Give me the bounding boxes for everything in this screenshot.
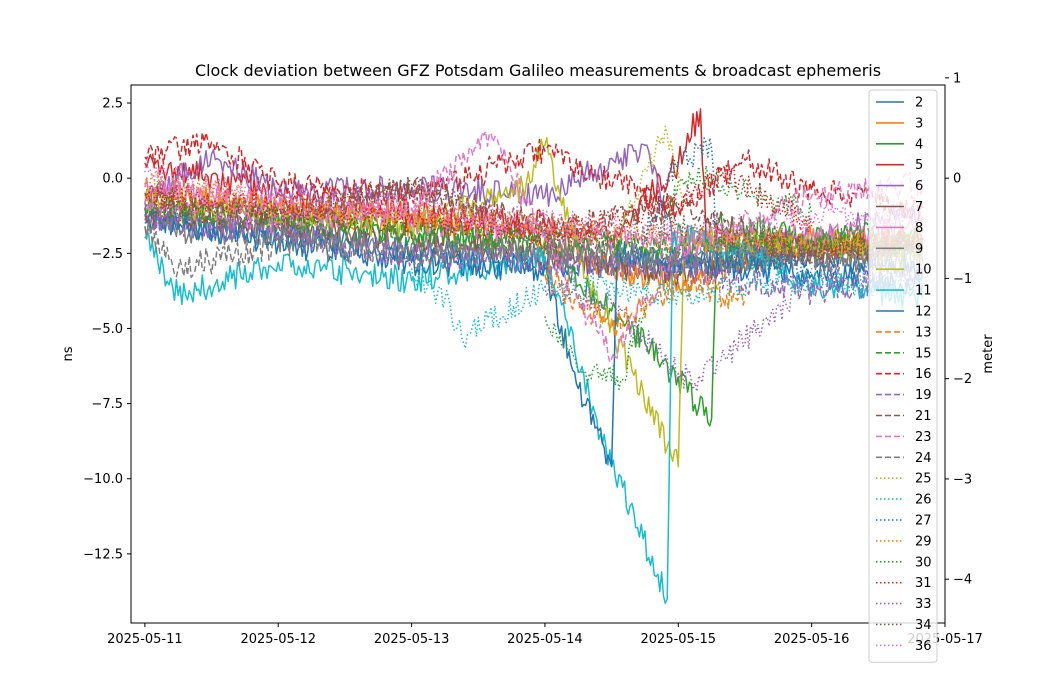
y-tick-label: 0.0 [102,172,123,187]
y-tick-label: −10.0 [83,472,123,487]
legend-label-15: 15 [915,346,932,361]
legend-label-5: 5 [915,158,923,173]
legend-label-31: 31 [915,576,932,591]
series-line-25 [611,125,685,256]
series-line-29 [144,172,924,257]
legend-label-3: 3 [915,116,923,131]
x-axis: 2025-05-11 2025-05-12 2025-05-13 2025-05-14… [107,623,983,647]
legend-label-24: 24 [915,451,932,466]
legend-label-4: 4 [915,137,923,152]
legend-label-27: 27 [915,514,932,529]
legend-label-36: 36 [915,639,932,654]
legend-label-7: 7 [915,200,923,215]
series-layer [144,108,924,605]
series-line-33 [544,260,924,393]
series-line-26 [410,262,924,350]
legend-label-6: 6 [915,179,923,194]
series-line-36 [144,158,924,246]
legend-label-11: 11 [915,284,932,299]
legend-box [868,89,938,663]
y2-tick-label: −1 [953,272,972,287]
x-tick-label: 2025-05-14 [507,632,583,647]
series-line-31 [144,163,813,245]
legend-label-25: 25 [915,472,932,487]
legend-label-13: 13 [915,325,932,340]
legend-label-29: 29 [915,534,932,549]
y2-tick-label: −2 [953,372,972,387]
legend-label-33: 33 [915,597,932,612]
y-axis-label: ns [61,346,76,361]
x-tick-label: 2025-05-11 [107,632,183,647]
y-tick-label: 2.5 [102,97,123,112]
y2-axis-label: meter [981,334,996,374]
legend-label-34: 34 [915,618,932,633]
legend-label-10: 10 [915,263,932,278]
series-line-19 [144,207,924,305]
series-line-16 [144,131,924,222]
y-tick-label: −2.5 [91,247,123,262]
legend: 2345678910111213151619212324252627293031… [868,89,938,663]
legend-label-16: 16 [915,367,932,382]
legend-label-26: 26 [915,493,932,508]
series-line-23 [144,130,924,363]
series-line-10 [144,137,924,468]
y-tick-label: −5.0 [91,322,123,337]
series-line-30 [544,165,813,391]
series-line-15 [144,197,924,264]
legend-label-23: 23 [915,430,932,445]
y-axis-right: 1 0 −1 −2 −3 −4 [945,71,972,588]
chart-title: Clock deviation between GFZ Potsdam Gali… [195,61,881,80]
legend-label-21: 21 [915,409,932,424]
legend-label-30: 30 [915,555,932,570]
y-axis-left: 2.5 0.0 −2.5 −5.0 −7.5 −10.0 −12.5 [83,97,131,562]
x-tick-label: 2025-05-15 [641,632,717,647]
y2-tick-label: 0 [953,172,961,187]
legend-label-12: 12 [915,305,932,320]
x-tick-label: 2025-05-12 [240,632,316,647]
legend-label-9: 9 [915,242,923,257]
y2-tick-label: −3 [953,472,972,487]
y2-tick-label: −4 [953,573,972,588]
y-tick-label: −7.5 [91,397,123,412]
series-line-24 [144,221,924,279]
y2-tick-label: 1 [953,71,961,86]
y-tick-label: −12.5 [83,547,123,562]
legend-label-2: 2 [915,96,923,111]
plot-frame [130,84,946,624]
x-tick-label: 2025-05-13 [374,632,450,647]
legend-label-19: 19 [915,388,932,403]
x-tick-label: 2025-05-16 [774,632,850,647]
legend-label-8: 8 [915,221,923,236]
